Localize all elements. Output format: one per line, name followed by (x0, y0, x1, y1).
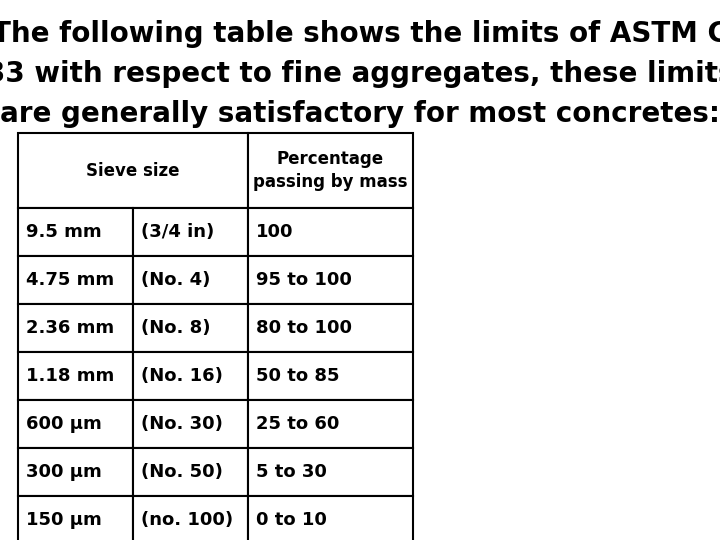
Text: (No. 16): (No. 16) (141, 367, 223, 385)
Bar (248, 256, 413, 304)
Text: 25 to 60: 25 to 60 (256, 415, 339, 433)
Text: (no. 100): (no. 100) (141, 511, 233, 529)
Bar (18, 496, 133, 540)
Bar (248, 448, 413, 496)
Text: 80 to 100: 80 to 100 (256, 319, 352, 337)
Text: 9.5 mm: 9.5 mm (26, 223, 102, 241)
Text: Percentage
passing by mass: Percentage passing by mass (253, 150, 408, 191)
Bar (133, 256, 248, 304)
Text: 300 μm: 300 μm (26, 463, 102, 481)
Bar (248, 304, 413, 352)
Bar (248, 208, 413, 256)
Text: (No. 30): (No. 30) (141, 415, 223, 433)
Bar (18, 208, 133, 256)
Text: 50 to 85: 50 to 85 (256, 367, 340, 385)
Bar (133, 208, 248, 256)
Bar (133, 496, 248, 540)
Bar (18, 304, 133, 352)
Text: 5 to 30: 5 to 30 (256, 463, 327, 481)
Bar (133, 400, 248, 448)
Bar (18, 448, 133, 496)
Text: 2.36 mm: 2.36 mm (26, 319, 114, 337)
Text: 600 μm: 600 μm (26, 415, 102, 433)
Text: are generally satisfactory for most concretes:: are generally satisfactory for most conc… (0, 100, 720, 128)
Text: (No. 50): (No. 50) (141, 463, 223, 481)
Text: The following table shows the limits of ASTM C: The following table shows the limits of … (0, 20, 720, 48)
Bar (18, 352, 133, 400)
Text: 4.75 mm: 4.75 mm (26, 271, 114, 289)
Text: 0 to 10: 0 to 10 (256, 511, 327, 529)
Bar (133, 448, 248, 496)
Text: 33 with respect to fine aggregates, these limits: 33 with respect to fine aggregates, thes… (0, 60, 720, 88)
Text: 1.18 mm: 1.18 mm (26, 367, 114, 385)
Bar (18, 133, 248, 208)
Text: 95 to 100: 95 to 100 (256, 271, 352, 289)
Text: Sieve size: Sieve size (86, 161, 180, 179)
Bar (248, 400, 413, 448)
Bar (133, 304, 248, 352)
Text: (No. 8): (No. 8) (141, 319, 210, 337)
Bar (18, 256, 133, 304)
Text: (No. 4): (No. 4) (141, 271, 210, 289)
Bar (248, 496, 413, 540)
Text: 150 μm: 150 μm (26, 511, 102, 529)
Bar (18, 400, 133, 448)
Text: 100: 100 (256, 223, 294, 241)
Text: (3/4 in): (3/4 in) (141, 223, 215, 241)
Bar (248, 352, 413, 400)
Bar (133, 352, 248, 400)
Bar (248, 133, 413, 208)
